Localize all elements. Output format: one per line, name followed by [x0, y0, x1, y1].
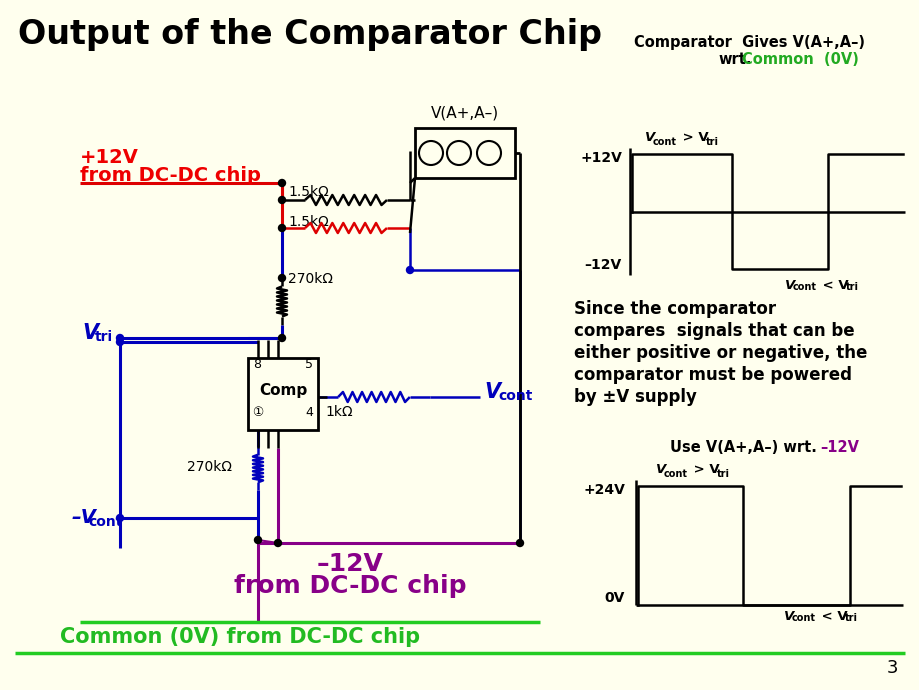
Text: 270kΩ: 270kΩ	[187, 460, 232, 474]
Circle shape	[516, 540, 523, 546]
Text: from DC-DC chip: from DC-DC chip	[80, 166, 261, 185]
Text: 5: 5	[305, 358, 312, 371]
Circle shape	[278, 197, 285, 204]
Circle shape	[117, 335, 123, 342]
Text: V: V	[784, 279, 794, 292]
Text: compares  signals that can be: compares signals that can be	[573, 322, 854, 340]
Text: V: V	[644, 131, 654, 144]
Text: Comparator  Gives V(A+,A–): Comparator Gives V(A+,A–)	[634, 35, 865, 50]
Text: 270kΩ: 270kΩ	[288, 272, 333, 286]
Text: –12V: –12V	[584, 258, 621, 272]
Text: cont: cont	[792, 282, 816, 292]
Circle shape	[117, 515, 123, 522]
Circle shape	[278, 275, 285, 282]
Text: Common (0V) from DC-DC chip: Common (0V) from DC-DC chip	[60, 627, 420, 647]
Text: Since the comparator: Since the comparator	[573, 300, 776, 318]
Text: V: V	[783, 610, 793, 623]
Bar	[414, 128, 515, 178]
Text: Comp: Comp	[258, 382, 307, 397]
Circle shape	[274, 540, 281, 546]
Text: comparator must be powered: comparator must be powered	[573, 366, 851, 384]
Text: Common  (0V): Common (0V)	[742, 52, 858, 67]
Text: 3: 3	[886, 659, 897, 677]
Text: cont: cont	[664, 469, 687, 479]
Text: cont: cont	[88, 515, 122, 529]
Circle shape	[406, 266, 413, 273]
Text: –12V: –12V	[316, 552, 383, 576]
Circle shape	[255, 537, 261, 544]
Text: tri: tri	[844, 613, 857, 623]
Circle shape	[476, 141, 501, 165]
Circle shape	[447, 141, 471, 165]
Bar	[248, 358, 318, 430]
Text: by ±V supply: by ±V supply	[573, 388, 696, 406]
Text: wrt.: wrt.	[717, 52, 751, 67]
Text: +24V: +24V	[583, 483, 624, 497]
Text: Use V(A+,A–) wrt.: Use V(A+,A–) wrt.	[669, 440, 821, 455]
Circle shape	[278, 179, 285, 186]
Text: < V: < V	[817, 279, 847, 292]
Text: 1.5kΩ: 1.5kΩ	[288, 215, 328, 229]
Text: ①: ①	[252, 406, 263, 419]
Text: V: V	[483, 382, 500, 402]
Text: +12V: +12V	[580, 151, 621, 165]
Text: V: V	[655, 463, 665, 476]
Text: 1.5kΩ: 1.5kΩ	[288, 185, 328, 199]
Text: cont: cont	[791, 613, 815, 623]
Text: cont: cont	[497, 389, 532, 403]
Circle shape	[278, 335, 285, 342]
Text: V(A+,A–): V(A+,A–)	[430, 105, 498, 120]
Text: < V: < V	[816, 610, 846, 623]
Text: from DC-DC chip: from DC-DC chip	[233, 574, 466, 598]
Text: 8: 8	[253, 358, 261, 371]
Circle shape	[418, 141, 443, 165]
Text: > V: > V	[688, 463, 719, 476]
Text: 1kΩ: 1kΩ	[324, 405, 352, 419]
Text: 4: 4	[305, 406, 312, 419]
Text: Output of the Comparator Chip: Output of the Comparator Chip	[18, 18, 601, 51]
Text: –12V: –12V	[819, 440, 858, 455]
Text: either positive or negative, the: either positive or negative, the	[573, 344, 867, 362]
Text: > V: > V	[677, 131, 708, 144]
Text: 0V: 0V	[604, 591, 624, 605]
Text: tri: tri	[95, 330, 113, 344]
Text: –V: –V	[72, 508, 96, 527]
Circle shape	[278, 224, 285, 232]
Text: V: V	[82, 323, 98, 343]
Text: cont: cont	[652, 137, 676, 147]
Circle shape	[117, 339, 123, 346]
Text: tri: tri	[845, 282, 858, 292]
Text: tri: tri	[716, 469, 729, 479]
Text: tri: tri	[705, 137, 719, 147]
Text: +12V: +12V	[80, 148, 139, 167]
